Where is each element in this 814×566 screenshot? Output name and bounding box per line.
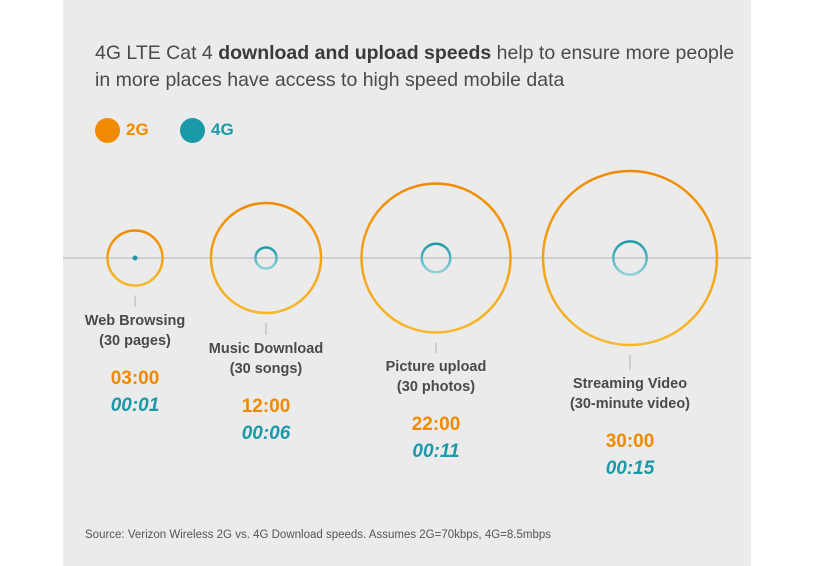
bubble-4g-1 — [132, 255, 138, 261]
bubble-2g-2 — [209, 201, 323, 315]
category-sublabel-3: (30 photos) — [397, 379, 475, 395]
time-4g-4: 00:15 — [606, 458, 655, 479]
bubble-2g-1 — [106, 229, 164, 287]
time-4g-2: 00:06 — [242, 423, 291, 444]
time-2g-2: 12:00 — [242, 396, 291, 417]
time-4g-3: 00:11 — [412, 441, 459, 462]
bubble-4g-3 — [420, 242, 452, 274]
legend-dot-4g — [180, 117, 205, 143]
time-2g-4: 30:00 — [606, 431, 655, 452]
bubble-4g-4 — [612, 240, 648, 276]
legend-label-4g: 4G — [211, 120, 234, 139]
category-label-3: Picture upload — [386, 359, 487, 375]
bubble-2g-4 — [541, 169, 719, 347]
category-label-2: Music Download — [209, 341, 323, 357]
bubble-4g-2 — [254, 246, 278, 270]
category-sublabel-1: (30 pages) — [99, 333, 171, 349]
time-2g-3: 22:00 — [412, 414, 461, 435]
legend-item-2g: 2G — [95, 117, 149, 143]
bubble-2g-3 — [360, 182, 512, 334]
category-label-1: Web Browsing — [85, 313, 185, 329]
time-4g-1: 00:01 — [111, 395, 160, 416]
chart-title: 4G LTE Cat 4 download and upload speeds … — [95, 42, 735, 91]
time-2g-1: 03:00 — [111, 368, 160, 389]
legend-dot-2g — [95, 117, 120, 143]
category-label-4: Streaming Video — [573, 376, 687, 392]
legend-item-4g: 4G — [180, 117, 234, 143]
category-sublabel-2: (30 songs) — [230, 361, 303, 377]
source-note: Source: Verizon Wireless 2G vs. 4G Downl… — [85, 529, 551, 541]
category-sublabel-4: (30-minute video) — [570, 396, 690, 412]
chart-panel — [63, 0, 751, 566]
legend-label-2g: 2G — [126, 120, 149, 139]
